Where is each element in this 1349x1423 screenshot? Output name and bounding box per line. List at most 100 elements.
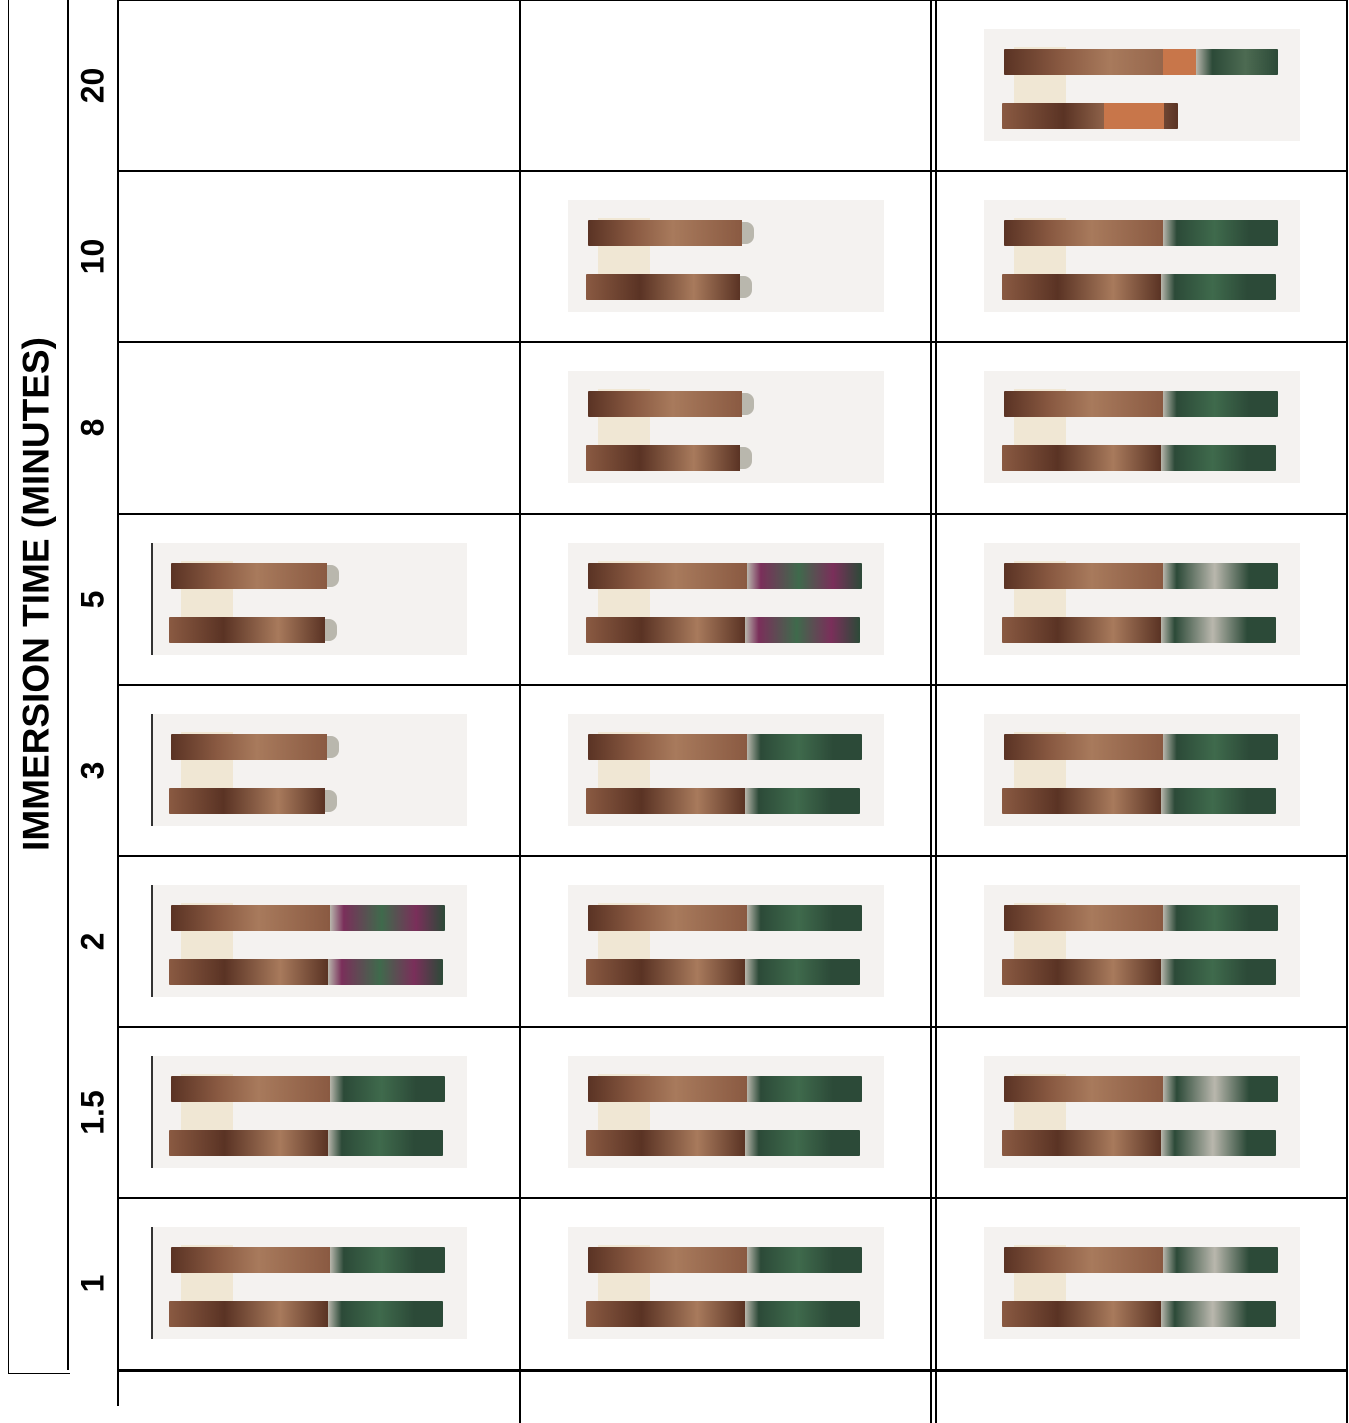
coated-section: [746, 905, 862, 931]
photo-edge: [151, 1227, 153, 1339]
specimen-photo: [984, 543, 1300, 655]
copper-section: [586, 617, 745, 643]
copper-section: [1002, 445, 1161, 471]
specimen-strip: [1002, 1130, 1276, 1156]
specimen-photo: [568, 714, 884, 826]
specimen-strip: [588, 220, 754, 246]
copper-section: [1002, 788, 1161, 814]
y-axis-title: IMMERSION TIME (MINUTES): [15, 337, 57, 851]
copper-section: [171, 734, 327, 760]
specimen-strip: [1002, 445, 1276, 471]
coated-section: [746, 734, 862, 760]
grid-line-label-left: [67, 0, 69, 1370]
specimen-photo: [568, 1227, 884, 1339]
grid-line-col3-left-a: [930, 0, 932, 1423]
copper-section: [588, 391, 742, 417]
copper-section: [588, 1076, 747, 1102]
grid-line-row: [117, 513, 1348, 515]
copper-section: [588, 563, 747, 589]
tin-tip: [740, 447, 752, 469]
specimen-photo: [151, 1056, 467, 1168]
row-label-8: 8: [74, 418, 111, 437]
specimen-photo: [151, 543, 467, 655]
coated-section: [1162, 220, 1278, 246]
specimen-strip: [1002, 274, 1276, 300]
specimen-strip: [1004, 905, 1278, 931]
copper-section: [171, 1076, 330, 1102]
copper-section: [588, 1247, 747, 1273]
tin-tip: [742, 222, 754, 244]
specimen-photo: [568, 371, 884, 483]
coated-section: [746, 563, 862, 589]
tin-tip: [327, 565, 339, 587]
grid-line-row: [117, 170, 1348, 172]
specimen-photo: [984, 200, 1300, 312]
coated-section: [744, 617, 860, 643]
copper-section: [1002, 274, 1161, 300]
specimen-strip: [171, 1076, 445, 1102]
specimen-strip: [1004, 563, 1278, 589]
grid-line-col3-left-b: [935, 0, 937, 1423]
coated-section: [744, 788, 860, 814]
coated-section: [744, 1301, 860, 1327]
copper-section: [1002, 617, 1161, 643]
row-label-1: 1: [74, 1274, 111, 1293]
copper-section: [171, 1247, 330, 1273]
specimen-strip: [169, 1301, 443, 1327]
specimen-strip: [586, 959, 860, 985]
specimen-strip: [171, 1247, 445, 1273]
specimen-photo: [568, 885, 884, 997]
coated-section: [1162, 1076, 1278, 1102]
specimen-strip: [586, 617, 860, 643]
coated-section: [1160, 1301, 1276, 1327]
copper-section: [1002, 959, 1161, 985]
specimen-photo: [984, 1056, 1300, 1168]
copper-section: [1004, 905, 1163, 931]
coated-section: [744, 959, 860, 985]
specimen-strip: [1004, 391, 1278, 417]
specimen-strip: [1004, 1076, 1278, 1102]
copper-section: [169, 617, 325, 643]
coated-section: [1160, 788, 1276, 814]
tin-tip: [327, 736, 339, 758]
row-label-5: 5: [74, 590, 111, 608]
specimen-strip: [588, 734, 862, 760]
photo-edge: [151, 714, 153, 826]
tin-tip: [740, 276, 752, 298]
copper-section: [1004, 391, 1163, 417]
axis-frame: [8, 0, 70, 1374]
coated-section: [746, 1076, 862, 1102]
coated-section: [1160, 274, 1276, 300]
specimen-photo: [568, 200, 884, 312]
orange-patch: [1104, 103, 1164, 129]
row-label-20: 20: [74, 67, 111, 103]
copper-section: [586, 788, 745, 814]
coated-section: [329, 1247, 445, 1273]
row-label-1-5: 1.5: [74, 1089, 111, 1135]
grid-line-row: [117, 1026, 1348, 1028]
specimen-strip: [588, 563, 862, 589]
copper-section: [1004, 220, 1163, 246]
tin-tip: [742, 393, 754, 415]
specimen-strip: [586, 274, 752, 300]
orange-patch: [1162, 49, 1196, 75]
copper-section: [586, 274, 740, 300]
specimen-strip: [586, 1301, 860, 1327]
specimen-strip: [586, 445, 752, 471]
coated-section: [1162, 391, 1278, 417]
specimen-strip: [1004, 220, 1278, 246]
specimen-strip: [588, 391, 754, 417]
specimen-strip: [586, 788, 860, 814]
copper-section: [1004, 1247, 1163, 1273]
grid-line-row: [117, 341, 1348, 343]
coated-section: [1162, 1247, 1278, 1273]
copper-section: [169, 959, 328, 985]
specimen-strip: [1002, 617, 1276, 643]
coated-section: [327, 959, 443, 985]
specimen-photo: [151, 714, 467, 826]
specimen-photo: [984, 714, 1300, 826]
copper-section: [1004, 563, 1163, 589]
tin-tip: [325, 790, 337, 812]
specimen-strip: [1002, 959, 1276, 985]
grid-line-bottom: [117, 1369, 1348, 1372]
